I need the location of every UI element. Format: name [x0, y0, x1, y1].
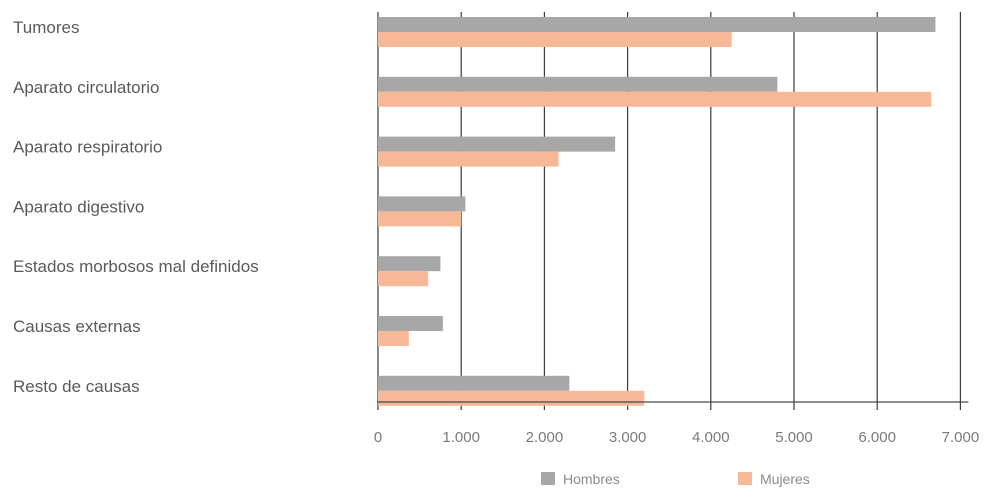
bar-hombres [378, 196, 466, 212]
gridlines [377, 12, 962, 410]
bar-mujeres [378, 151, 559, 167]
bar-hombres [378, 256, 441, 272]
x-tick-label: 2.000 [526, 429, 564, 446]
x-tick-label: 6.000 [858, 429, 896, 446]
bar-mujeres [378, 91, 932, 107]
bar-hombres [378, 17, 936, 32]
bar-mujeres [378, 271, 428, 287]
category-label: Aparato circulatorio [13, 78, 159, 97]
legend: Hombres Mujeres [541, 471, 810, 487]
bar-mujeres [378, 211, 462, 227]
category-label: Tumores [13, 18, 79, 37]
bar-hombres [378, 375, 570, 391]
x-tick-label: 0 [374, 429, 382, 446]
x-tick-labels: 0 1.000 2.000 3.000 4.000 5.000 6.000 7.000 [374, 429, 979, 446]
legend-label-mujeres: Mujeres [760, 471, 810, 487]
category-label: Causas externas [13, 317, 141, 336]
x-tick-label: 1.000 [442, 429, 480, 446]
category-labels: Tumores Aparato circulatorio Aparato respi… [13, 18, 259, 396]
legend-swatch-hombres [541, 472, 555, 485]
x-tick-label: 4.000 [692, 429, 730, 446]
category-label: Aparato respiratorio [13, 138, 162, 157]
bar-mujeres [378, 331, 409, 346]
legend-swatch-mujeres [738, 472, 752, 485]
legend-label-hombres: Hombres [563, 471, 620, 487]
x-tick-label: 7.000 [942, 429, 980, 446]
category-label: Resto de causas [13, 377, 140, 396]
x-tick-label: 3.000 [609, 429, 647, 446]
bar-mujeres [378, 390, 645, 406]
bars [378, 17, 936, 406]
category-label: Estados morbosos mal definidos [13, 257, 259, 276]
bar-hombres [378, 136, 616, 152]
bar-mujeres [378, 32, 732, 47]
bar-hombres [378, 76, 778, 92]
x-tick-label: 5.000 [775, 429, 813, 446]
bar-hombres [378, 316, 443, 331]
category-label: Aparato digestivo [13, 197, 144, 216]
